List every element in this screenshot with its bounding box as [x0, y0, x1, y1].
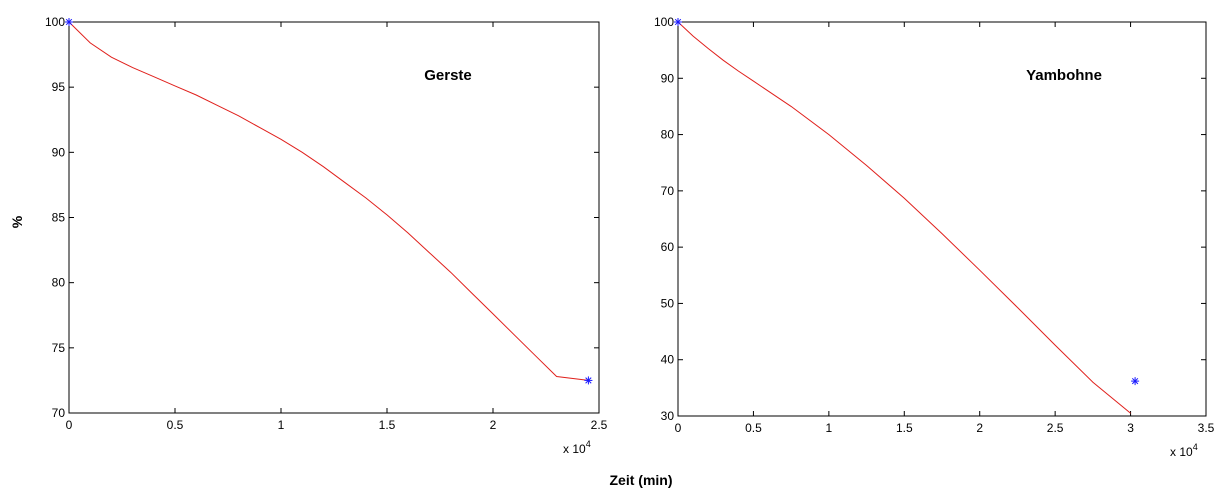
chart-title: Yambohne: [1026, 67, 1102, 84]
x-tick-label: 1: [826, 421, 833, 435]
figure-ylabel: %: [9, 215, 25, 228]
plot-frame: [68, 21, 600, 414]
data-point-marker: [584, 376, 593, 385]
x-tick-label: 0.5: [167, 418, 184, 432]
x-tick-label: 1: [278, 418, 285, 432]
x-tick-label: 2.5: [1047, 421, 1064, 435]
y-tick-label: 80: [52, 276, 66, 290]
data-point-marker: [65, 18, 73, 26]
y-tick-label: 100: [654, 15, 674, 29]
y-tick-label: 90: [52, 145, 66, 159]
x-tick-label: 1.5: [896, 421, 913, 435]
x-tick-label: 2.5: [591, 418, 608, 432]
marker-stroke: [585, 377, 592, 384]
y-tick-label: 85: [52, 211, 66, 225]
y-tick-label: 60: [661, 240, 675, 254]
x-multiplier-exponent: 4: [586, 439, 591, 449]
x-tick-label: 2: [490, 418, 497, 432]
y-tick-label: 95: [52, 80, 66, 94]
y-tick-label: 100: [45, 15, 65, 29]
data-point-marker: [674, 18, 682, 26]
x-tick-label: 2: [976, 421, 983, 435]
y-tick-label: 50: [661, 296, 675, 310]
x-tick-label: 0.5: [745, 421, 762, 435]
x-tick-label: 0: [66, 418, 73, 432]
series-line: [68, 21, 589, 381]
plot-frame: [677, 21, 1207, 417]
x-tick-label: 1.5: [379, 418, 396, 432]
chart-title: Gerste: [424, 67, 472, 84]
marker-stroke: [1131, 377, 1139, 385]
series-line: [677, 21, 1131, 414]
x-tick-label: 0: [675, 421, 682, 435]
marker-stroke: [65, 18, 73, 26]
y-tick-label: 75: [52, 341, 66, 355]
y-tick-label: 30: [661, 409, 675, 423]
chart-2: 0 0.5 1 1.5 2 2.5 3 3.5 30 40 50 60 70 80 90 100 x 104 Ya…: [654, 15, 1215, 459]
x-multiplier: x 104: [563, 439, 591, 456]
y-tick-label: 40: [661, 353, 675, 367]
x-tick-label: 3: [1127, 421, 1134, 435]
y-tick-label: 70: [661, 184, 675, 198]
y-tick-label: 70: [52, 406, 66, 420]
x-multiplier: x 104: [1170, 442, 1198, 459]
data-point-marker: [1131, 377, 1140, 386]
figure-xlabel: Zeit (min): [610, 472, 673, 488]
y-tick-label: 80: [661, 128, 675, 142]
marker-stroke: [674, 18, 682, 26]
x-multiplier-exponent: 4: [1193, 442, 1198, 452]
y-tick-label: 90: [661, 71, 675, 85]
chart-1: 0 0.5 1 1.5 2 2.5 70 75 80 85 90 95 100 x 104 Gerste: [45, 15, 608, 456]
x-tick-label: 3.5: [1198, 421, 1215, 435]
